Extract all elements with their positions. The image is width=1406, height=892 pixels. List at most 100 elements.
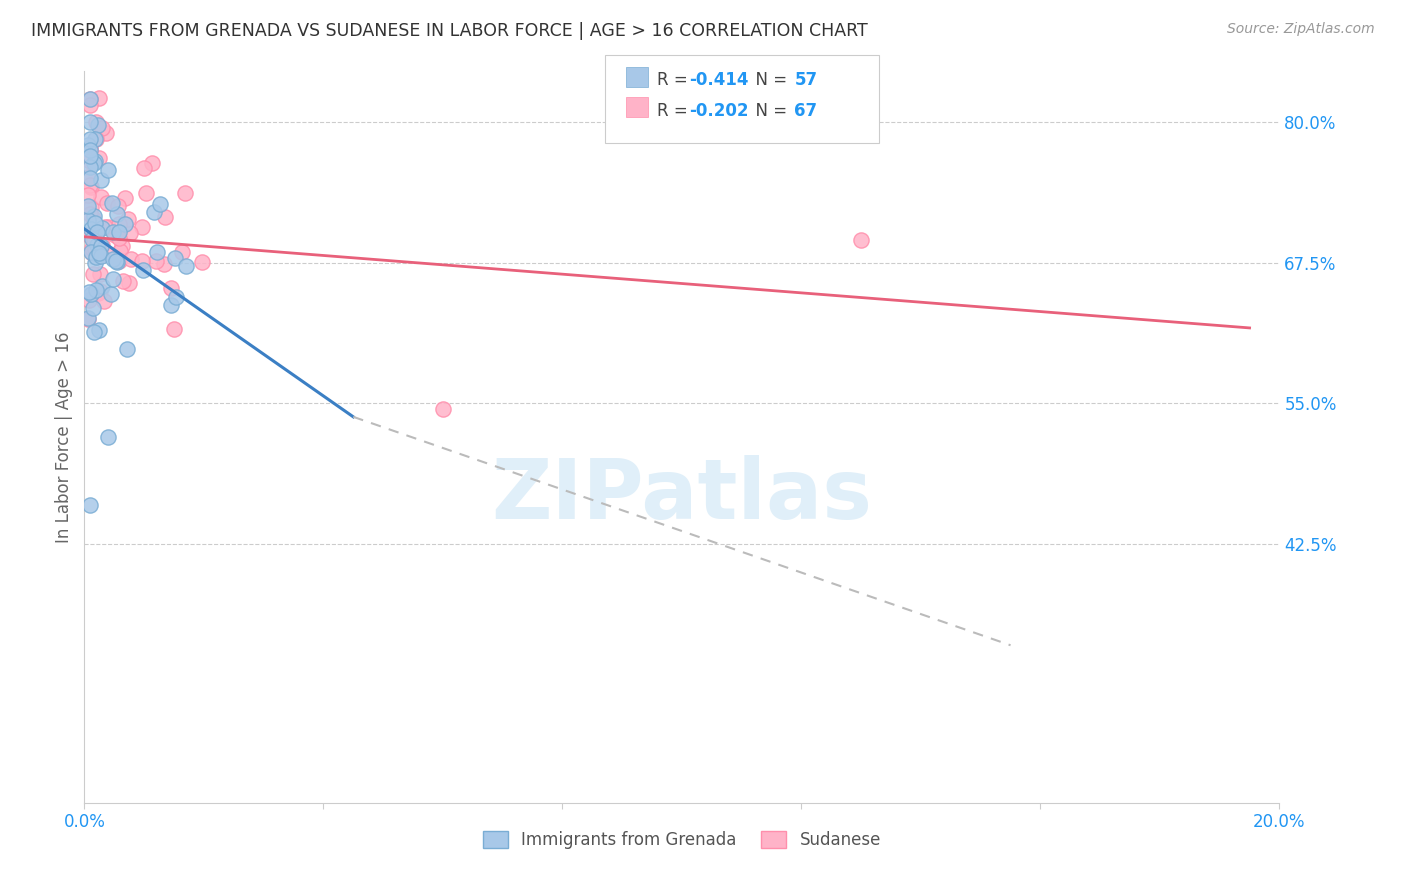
Point — [83, 209, 105, 223]
Y-axis label: In Labor Force | Age > 16: In Labor Force | Age > 16 — [55, 331, 73, 543]
Point — [108, 217, 131, 231]
Point — [87, 323, 110, 337]
Point — [80, 242, 103, 256]
Point — [79, 115, 101, 129]
Point — [89, 268, 111, 282]
Text: -0.202: -0.202 — [689, 102, 748, 120]
Point — [90, 173, 112, 187]
Point — [83, 233, 105, 247]
Point — [97, 162, 120, 177]
Point — [132, 263, 155, 277]
Point — [90, 190, 112, 204]
Point — [87, 285, 110, 300]
Point — [86, 132, 108, 146]
Text: 57: 57 — [794, 71, 817, 89]
Point — [103, 252, 125, 266]
Point — [159, 281, 181, 295]
Point — [101, 271, 124, 285]
Point — [111, 275, 134, 289]
Point — [83, 156, 105, 170]
Point — [163, 322, 186, 336]
Point — [86, 226, 108, 240]
Point — [80, 221, 103, 235]
Point — [149, 197, 172, 211]
Point — [77, 170, 100, 185]
Point — [82, 268, 104, 282]
Point — [91, 120, 114, 135]
Point — [79, 93, 101, 107]
Point — [79, 207, 101, 221]
Point — [83, 132, 105, 146]
Point — [77, 199, 100, 213]
Point — [86, 115, 108, 129]
Point — [176, 259, 198, 273]
Text: Source: ZipAtlas.com: Source: ZipAtlas.com — [1227, 22, 1375, 37]
Point — [79, 143, 101, 157]
Point — [114, 217, 136, 231]
Point — [87, 246, 110, 260]
Point — [97, 430, 120, 444]
Point — [94, 126, 117, 140]
Point — [83, 216, 105, 230]
Point — [79, 93, 101, 107]
Point — [131, 253, 153, 268]
Point — [80, 246, 103, 260]
Point — [172, 244, 194, 259]
Point — [79, 132, 101, 146]
Point — [80, 226, 103, 240]
Point — [141, 155, 163, 169]
Text: 67: 67 — [794, 102, 817, 120]
Point — [90, 249, 112, 263]
Point — [82, 211, 104, 226]
Point — [80, 180, 103, 194]
Point — [145, 254, 167, 268]
Point — [77, 212, 100, 227]
Point — [80, 232, 103, 246]
Point — [131, 219, 153, 234]
Point — [117, 212, 139, 227]
Text: N =: N = — [745, 102, 793, 120]
Point — [105, 255, 128, 269]
Text: R =: R = — [657, 102, 693, 120]
Point — [132, 161, 155, 175]
Point — [91, 238, 114, 252]
Point — [100, 195, 122, 210]
Point — [111, 239, 134, 253]
Point — [108, 225, 131, 239]
Point — [84, 283, 107, 297]
Point — [153, 211, 176, 225]
Point — [91, 220, 114, 235]
Point — [83, 325, 105, 339]
Point — [84, 153, 107, 168]
Point — [191, 255, 214, 269]
Point — [80, 286, 103, 301]
Point — [80, 200, 103, 214]
Point — [79, 154, 101, 169]
Point — [77, 187, 100, 202]
Point — [108, 244, 131, 259]
Point — [84, 242, 107, 256]
Point — [90, 279, 112, 293]
Point — [103, 225, 125, 239]
Point — [89, 151, 111, 165]
Point — [108, 231, 131, 245]
Text: N =: N = — [745, 71, 793, 89]
Point — [104, 227, 127, 242]
Point — [117, 342, 139, 356]
Point — [96, 195, 118, 210]
Point — [135, 186, 157, 201]
Point — [153, 257, 176, 271]
Point — [160, 298, 183, 312]
Point — [82, 301, 104, 315]
Point — [79, 98, 101, 112]
Point — [89, 248, 111, 262]
Point — [107, 253, 129, 268]
Point — [77, 311, 100, 326]
Point — [104, 253, 127, 268]
Point — [89, 284, 111, 298]
Point — [79, 244, 101, 259]
Point — [79, 228, 101, 243]
Point — [77, 293, 100, 307]
Point — [79, 171, 101, 186]
Point — [432, 401, 454, 416]
